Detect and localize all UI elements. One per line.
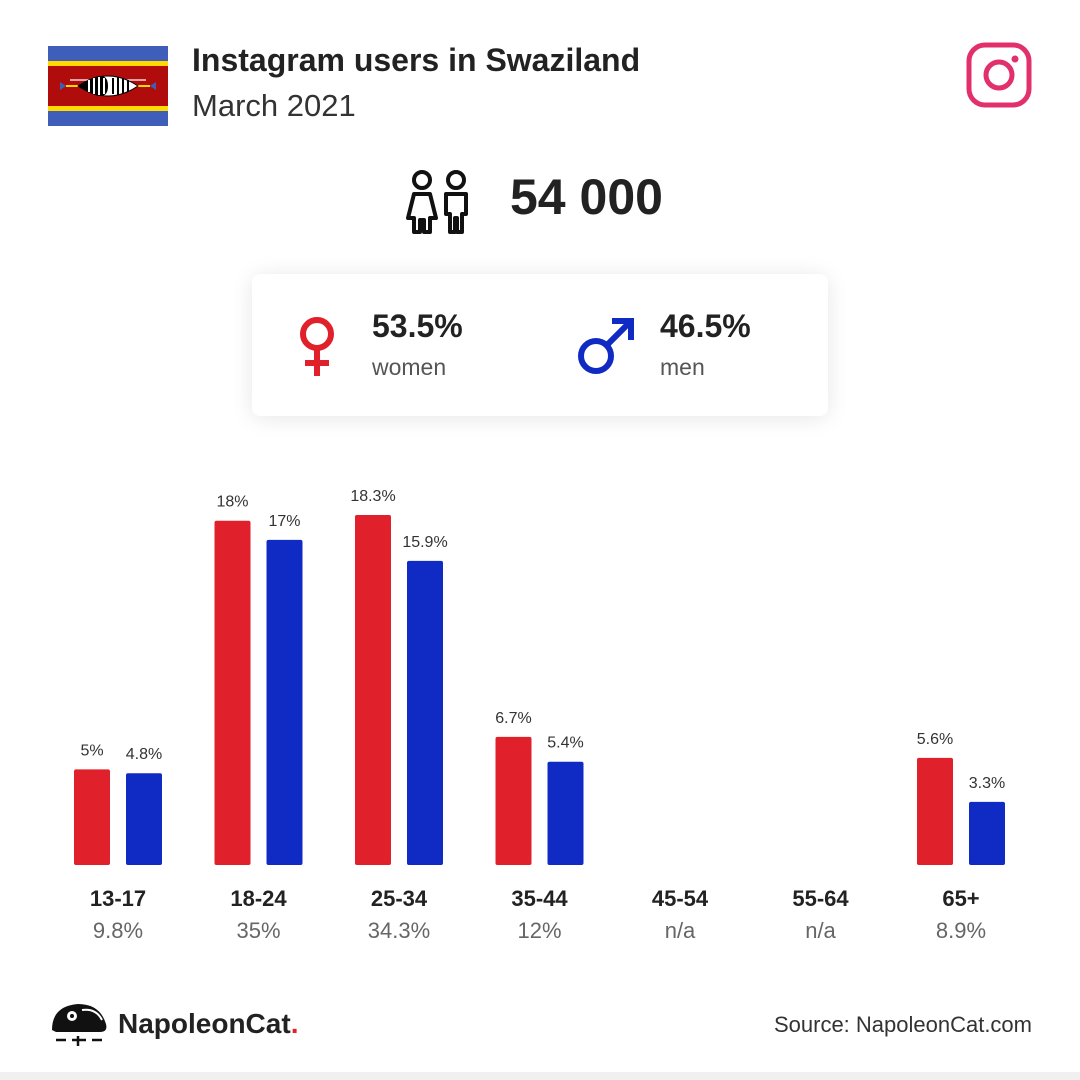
bar-value-label: 6.7% <box>495 710 531 727</box>
page-subtitle: March 2021 <box>192 88 356 123</box>
category-label-25-34: 25-34 <box>371 886 428 911</box>
bar-value-label: 4.8% <box>126 746 162 763</box>
women-label: women <box>372 354 447 380</box>
instagram-icon <box>966 42 1032 108</box>
page-title: Instagram users in Swaziland <box>192 42 641 78</box>
bar-18-24-series-2 <box>266 539 303 865</box>
gender-card <box>252 274 828 416</box>
bar-35-44-series-2 <box>547 761 584 865</box>
category-label-55-64: 55-64 <box>792 886 849 911</box>
bottom-divider <box>0 1072 1080 1080</box>
category-total-13-17: 9.8% <box>93 918 143 943</box>
brand-name: NapoleonCat. <box>118 1008 299 1039</box>
bar-value-label: 3.3% <box>969 775 1005 792</box>
category-label-65: 65+ <box>942 886 979 911</box>
bar-value-label: 15.9% <box>402 534 447 551</box>
category-total-65: 8.9% <box>936 918 986 943</box>
bar-25-34-series-2 <box>407 560 443 865</box>
bar-13-17-series-2 <box>126 773 162 865</box>
total-users: 54 000 <box>510 169 663 225</box>
bar-value-label: 5% <box>80 742 103 759</box>
category-total-35-44: 12% <box>517 918 561 943</box>
category-label-35-44: 35-44 <box>511 886 568 911</box>
women-percentage: 53.5% <box>372 308 463 344</box>
men-label: men <box>660 354 705 380</box>
bar-value-label: 18% <box>216 494 248 511</box>
eswatini-flag-icon <box>48 46 168 126</box>
category-label-13-17: 13-17 <box>90 886 146 911</box>
source-text: Source: NapoleonCat.com <box>773 1012 1032 1037</box>
bar-value-label: 5.6% <box>917 731 953 748</box>
bar-65-series-1 <box>917 757 953 865</box>
bar-35-44-series-1 <box>495 736 532 865</box>
category-total-55-64: n/a <box>805 918 836 943</box>
people-icon <box>406 170 468 234</box>
venus-icon <box>300 317 334 376</box>
bar-value-label: 5.4% <box>547 735 583 752</box>
bar-18-24-series-1 <box>214 520 251 865</box>
category-total-18-24: 35% <box>236 918 280 943</box>
mars-icon <box>578 318 634 374</box>
age-gender-bar-chart: 5% 4.8% 13-17 9.8% 18% 17% 18-24 35% 18.3% 15.9% 2… <box>74 488 1005 943</box>
category-total-45-54: n/a <box>665 918 696 943</box>
category-label-18-24: 18-24 <box>230 886 287 911</box>
category-label-45-54: 45-54 <box>652 886 709 911</box>
bar-13-17-series-1 <box>74 769 110 865</box>
men-percentage: 46.5% <box>660 308 751 344</box>
bar-65-series-2 <box>969 801 1005 865</box>
bar-25-34-series-1 <box>355 515 391 865</box>
napoleoncat-logo-icon <box>52 1004 107 1046</box>
bar-value-label: 17% <box>268 513 300 530</box>
bar-value-label: 18.3% <box>350 488 395 505</box>
category-total-25-34: 34.3% <box>368 918 430 943</box>
